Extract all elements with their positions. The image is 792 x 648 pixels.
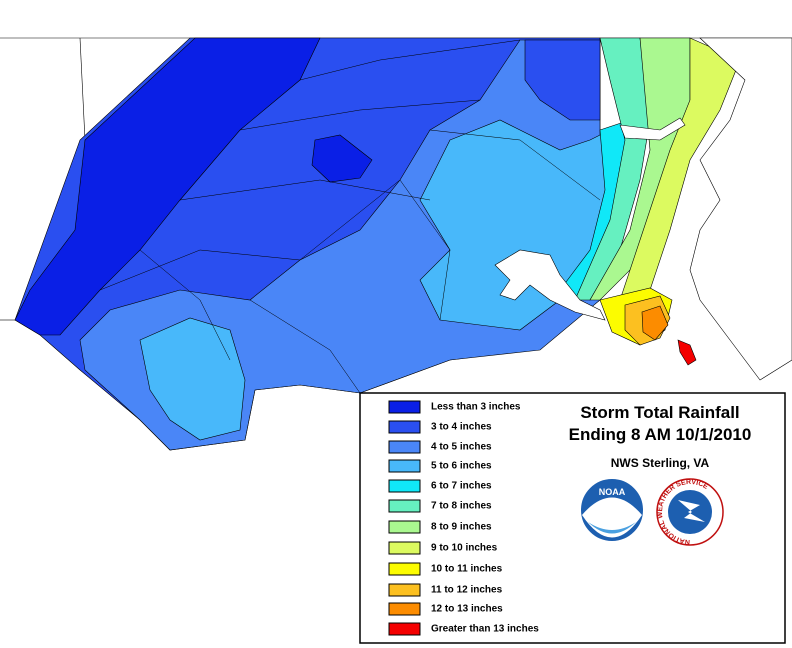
rain-zone [14,37,321,336]
logo-wave [588,522,636,534]
river [619,117,686,141]
nws-logo: NATIONAL WEATHER SERVICE [656,478,724,546]
legend-swatch [388,420,421,434]
legend-label: 12 to 13 inches [431,604,503,615]
legend-label: 3 to 4 inches [431,422,492,433]
logo-text: NOAA [599,487,626,497]
legend-label: 6 to 7 inches [431,481,492,492]
legend-swatch [388,602,421,616]
rain-zone [524,39,601,121]
legend-label: 4 to 5 inches [431,442,492,453]
legend-swatch [388,562,421,576]
legend-swatch [388,499,421,513]
title: Ending 8 AM 10/1/2010 [569,425,752,444]
rainfall-map [0,37,792,451]
legend-swatch [388,520,421,534]
legend-label: Less than 3 inches [431,402,521,413]
rain-zone [641,305,669,341]
river [494,249,606,321]
rain-zone [311,134,373,183]
rain-zone [677,339,697,366]
subtitle: NWS Sterling, VA [611,456,710,470]
legend-label: Greater than 13 inches [431,624,539,635]
legend: Less than 3 inches 3 to 4 inches 4 to 5 in… [388,400,539,636]
noaa-logo: NOAA [579,477,645,543]
legend-swatch [388,440,421,454]
legend-swatch [388,400,421,414]
bay [689,37,792,381]
legend-label: 11 to 12 inches [431,585,503,596]
legend-label: 8 to 9 inches [431,522,492,533]
legend-label: 5 to 6 inches [431,461,492,472]
county-line [99,39,601,394]
legend-label: 10 to 11 inches [431,564,503,575]
legend-swatch [388,479,421,493]
legend-swatch [388,622,421,636]
rain-zone [139,317,246,441]
legend-swatch [388,541,421,555]
legend-label: 9 to 10 inches [431,543,498,554]
state-border [79,37,86,141]
logo-bolt [678,500,705,522]
title: Storm Total Rainfall [580,403,739,422]
legend-swatch [388,583,421,597]
legend-swatch [388,459,421,473]
legend-label: 7 to 8 inches [431,501,492,512]
